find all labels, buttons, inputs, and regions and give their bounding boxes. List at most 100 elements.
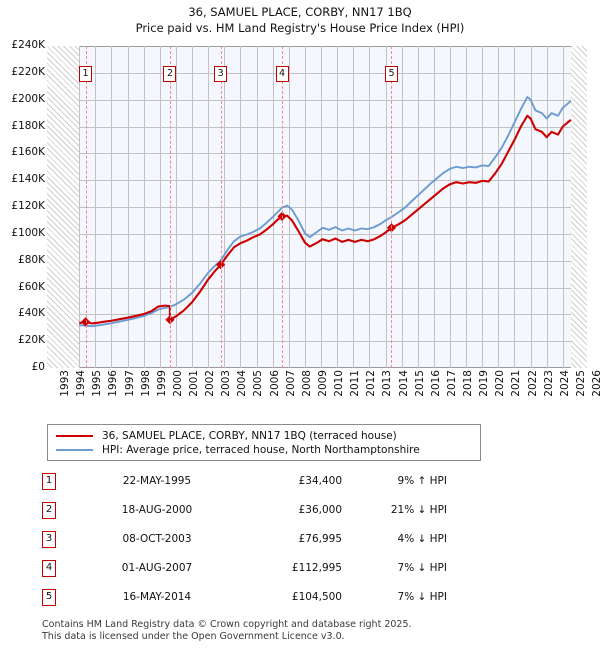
y-axis-label: £0: [31, 361, 45, 373]
y-axis-label: £80K: [18, 253, 45, 266]
x-axis: 1993 1994 1995 1996 1997 1998 1999 2000 2001 2002…: [47, 370, 600, 414]
x-axis-label: 2014: [397, 370, 410, 397]
grid-line-vertical: [482, 46, 484, 368]
y-axis-label: £240K: [11, 39, 45, 51]
x-axis-label: 1994: [75, 370, 88, 397]
grid-line-vertical: [256, 46, 258, 368]
chart-subtitle: Price paid vs. HM Land Registry's House …: [135, 21, 465, 35]
y-axis-label: £220K: [11, 65, 45, 78]
legend-item-price-paid: 36, SAMUEL PLACE, CORBY, NN17 1BQ (terra…: [56, 429, 472, 443]
x-axis-label: 2006: [268, 370, 281, 397]
x-axis-label: 2020: [494, 370, 507, 397]
grid-line-horizontal: [47, 126, 587, 128]
grid-line-vertical: [417, 46, 419, 368]
grid-line-vertical: [498, 46, 500, 368]
event-badge-2[interactable]: 2: [163, 66, 177, 82]
series-line-hpi: [79, 96, 572, 328]
page-title: 36, SAMUEL PLACE, CORBY, NN17 1BQ: [188, 5, 412, 19]
grid-line-vertical: [208, 46, 210, 368]
grid-line-vertical: [321, 46, 323, 368]
table-row[interactable]: 2 18-AUG-2000 £36,000 21% ↓ HPI: [42, 499, 462, 528]
grid-line-vertical: [530, 46, 532, 368]
y-axis-label: £20K: [18, 334, 45, 347]
row-hpi-delta: 7% ↓ HPI: [397, 591, 447, 603]
y-axis-label: £140K: [11, 173, 45, 186]
y-axis-label: £60K: [18, 280, 45, 293]
grid-line-vertical: [401, 46, 403, 368]
x-axis-label: 2022: [526, 370, 539, 397]
grid-line-vertical: [175, 46, 177, 368]
grid-line-horizontal: [47, 341, 587, 343]
x-axis-label: 2016: [429, 370, 442, 397]
legend-swatch-price-paid: [56, 435, 93, 437]
x-axis-label: 2003: [220, 370, 233, 397]
y-axis-label: £180K: [11, 119, 45, 132]
x-axis-label: 1993: [59, 370, 72, 397]
row-index-badge: 4: [42, 560, 56, 577]
row-sale-date: 18-AUG-2000: [121, 504, 193, 516]
grid-line-vertical: [514, 46, 516, 368]
x-axis-label: 2024: [558, 370, 571, 397]
table-row[interactable]: 4 01-AUG-2007 £112,995 7% ↓ HPI: [42, 557, 462, 586]
x-axis-label: 2023: [542, 370, 555, 397]
footer-line-2: This data is licensed under the Open Gov…: [42, 630, 345, 642]
grid-line-vertical: [353, 46, 355, 368]
event-badge-3[interactable]: 3: [214, 66, 228, 82]
grid-line-vertical: [272, 46, 274, 368]
grid-line-vertical: [143, 46, 145, 368]
grid-line-vertical: [95, 46, 97, 368]
row-index-badge: 5: [42, 589, 56, 606]
x-axis-label: 2026: [591, 370, 600, 397]
legend-label-price-paid: 36, SAMUEL PLACE, CORBY, NN17 1BQ (terra…: [102, 430, 397, 442]
grid-line-vertical: [304, 46, 306, 368]
event-line-4: [282, 46, 284, 368]
y-axis-label: £100K: [11, 226, 45, 239]
y-axis-label: £160K: [11, 146, 45, 159]
series-line-price-paid: [79, 114, 572, 325]
grid-line-horizontal: [47, 287, 587, 289]
x-axis-label: 1997: [123, 370, 136, 397]
grid-line-vertical: [127, 46, 129, 368]
series-lines: [79, 96, 572, 328]
x-axis-label: 1996: [107, 370, 120, 397]
transactions-table: 1 22-MAY-1995 £34,400 9% ↑ HPI 2 18-AUG-2000 £…: [42, 470, 462, 615]
x-axis-label: 2009: [316, 370, 329, 397]
x-axis-label: 1998: [139, 370, 152, 397]
grid-line-vertical: [562, 46, 564, 368]
x-axis-label: 2007: [284, 370, 297, 397]
x-axis-label: 2010: [333, 370, 346, 397]
x-axis-label: 2008: [300, 370, 313, 397]
table-row[interactable]: 1 22-MAY-1995 £34,400 9% ↑ HPI: [42, 470, 462, 499]
x-axis-label: 1995: [91, 370, 104, 397]
footer-line-1: Contains HM Land Registry data © Crown c…: [42, 619, 412, 630]
row-sale-date: 16-MAY-2014: [122, 591, 192, 603]
event-badge-5[interactable]: 5: [384, 66, 398, 82]
grid-line-horizontal: [47, 314, 587, 316]
row-hpi-delta: 9% ↑ HPI: [397, 475, 447, 487]
x-axis-label: 2002: [204, 370, 217, 397]
row-sale-price: £112,995: [291, 562, 342, 574]
grid-line-vertical: [385, 46, 387, 368]
grid-line-vertical: [111, 46, 113, 368]
event-line-2: [169, 46, 171, 368]
event-badge-1[interactable]: 1: [79, 66, 93, 82]
event-line-5: [391, 46, 393, 368]
x-axis-label: 2012: [365, 370, 378, 397]
y-axis-label: £200K: [11, 92, 45, 105]
table-row[interactable]: 5 16-MAY-2014 £104,500 7% ↓ HPI: [42, 586, 462, 615]
row-sale-price: £104,500: [291, 591, 342, 603]
x-axis-label: 2017: [445, 370, 458, 397]
row-hpi-delta: 4% ↓ HPI: [397, 533, 447, 545]
chart-legend: 36, SAMUEL PLACE, CORBY, NN17 1BQ (terra…: [47, 424, 481, 461]
grid-line-vertical: [337, 46, 339, 368]
row-index-badge: 3: [42, 531, 56, 548]
row-hpi-delta: 21% ↓ HPI: [390, 504, 447, 516]
row-index-badge: 1: [42, 473, 56, 490]
event-badge-4[interactable]: 4: [275, 66, 289, 82]
grid-line-vertical: [466, 46, 468, 368]
x-axis-label: 2015: [413, 370, 426, 397]
grid-line-horizontal: [47, 99, 587, 101]
y-axis-label: £40K: [18, 307, 45, 320]
table-row[interactable]: 3 08-OCT-2003 £76,995 4% ↓ HPI: [42, 528, 462, 557]
